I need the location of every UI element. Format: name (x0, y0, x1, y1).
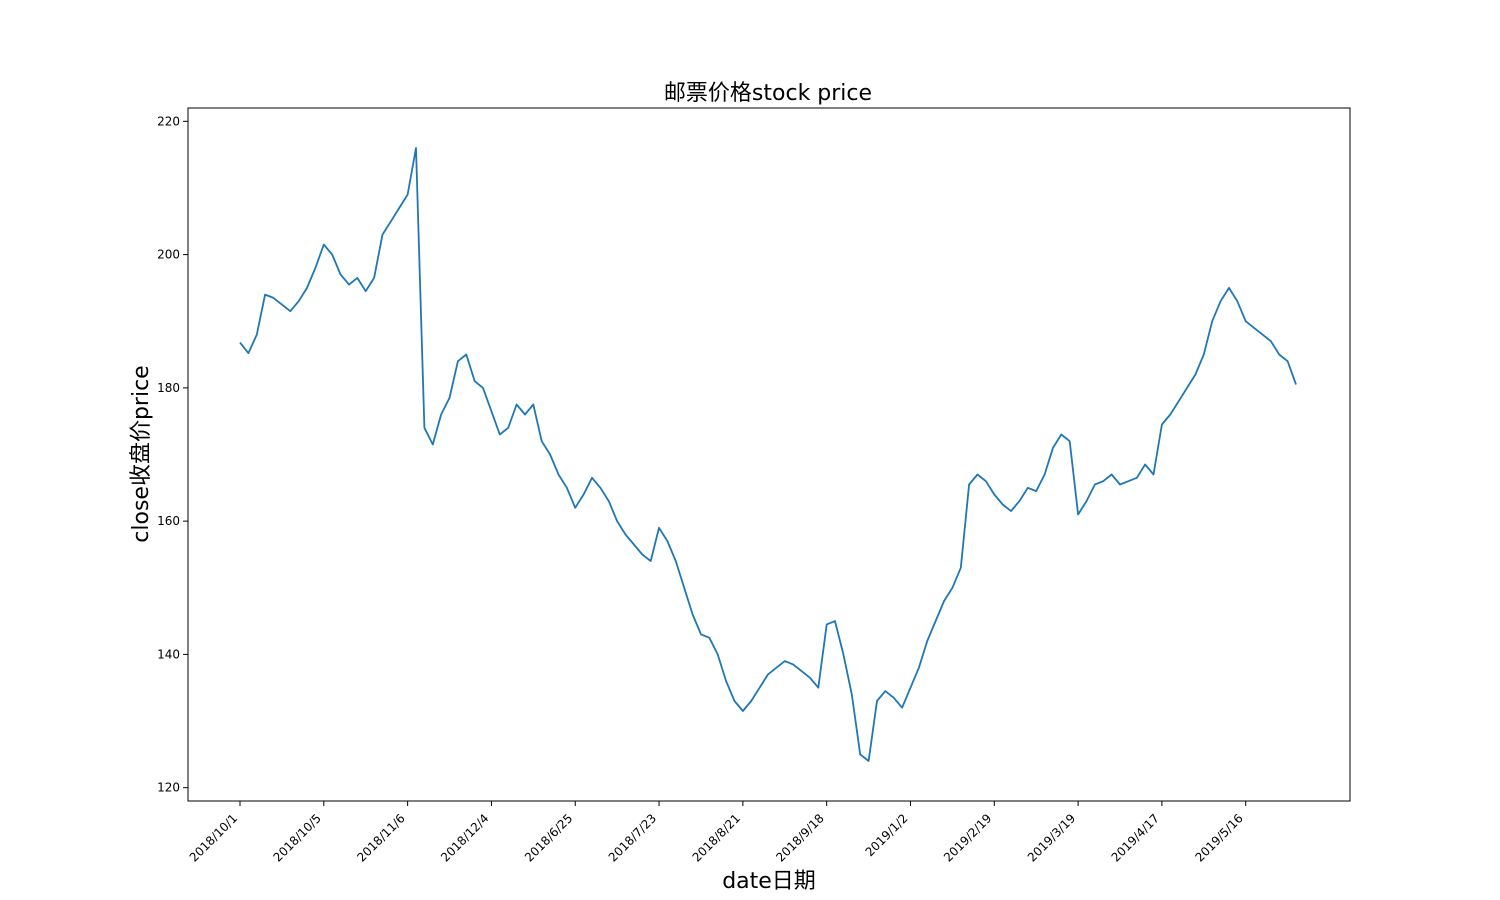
y-tick-label: 220 (157, 114, 180, 128)
x-tick-label: 2019/5/16 (1192, 811, 1245, 864)
y-axis-label: close收盘价price (129, 365, 154, 542)
series-layer (239, 147, 1297, 762)
x-tick-label: 2018/11/6 (354, 811, 407, 864)
x-tick-label: 2019/4/17 (1109, 811, 1162, 864)
y-tick-label: 160 (157, 514, 180, 528)
y-tick-label: 200 (157, 248, 180, 262)
plot-area-frame (187, 107, 1351, 802)
x-tick-label: 2018/6/25 (522, 811, 575, 864)
x-axis-ticks: 2018/10/1 2018/10/5 2018/11/6 2018/12/4 2018… (187, 801, 1247, 865)
y-tick-label: 140 (157, 647, 180, 661)
x-tick-label: 2018/12/4 (438, 811, 491, 864)
y-tick-label: 180 (157, 381, 180, 395)
x-tick-label: 2018/9/18 (773, 811, 826, 864)
y-axis-ticks: 120 140 160 180 200 220 (157, 114, 188, 795)
x-tick-label: 2019/1/2 (863, 811, 911, 859)
chart-title: 邮票价格stock price (664, 81, 872, 106)
x-axis-label: date日期 (722, 869, 816, 894)
x-tick-label: 2018/8/21 (690, 811, 743, 864)
x-tick-label: 2018/10/1 (187, 811, 240, 864)
x-tick-label: 2018/7/23 (606, 811, 659, 864)
series-line (239, 147, 1297, 762)
x-tick-label: 2019/2/19 (941, 811, 994, 864)
y-tick-label: 120 (157, 781, 180, 795)
x-tick-label: 2018/10/5 (271, 811, 324, 864)
x-tick-label: 2019/3/19 (1025, 811, 1078, 864)
